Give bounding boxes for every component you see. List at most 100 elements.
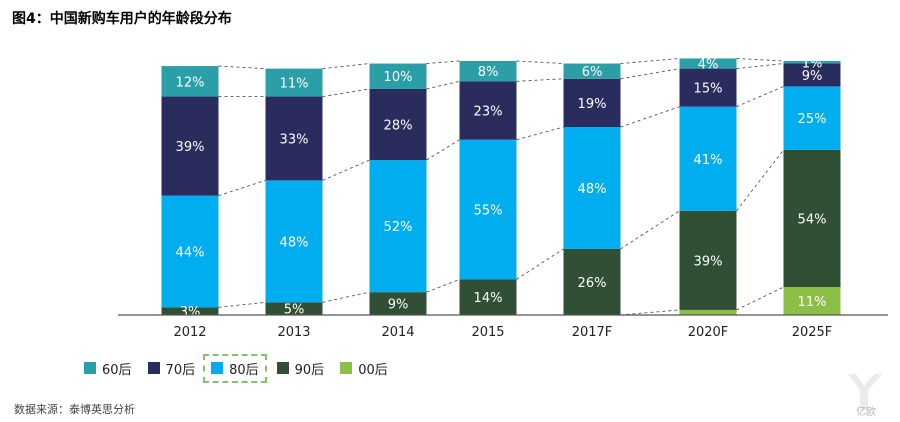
bar-group [161,58,841,315]
connector-line [516,60,564,64]
legend-swatch [84,362,96,374]
data-label: 28% [384,119,413,134]
x-tick-label: 2017F [572,325,613,340]
legend-label: 70后 [165,362,196,378]
legend-swatch [147,362,160,374]
data-label: 55% [474,204,503,219]
legend-item: 60后 [84,359,132,378]
connector-line [516,248,564,280]
bar-80后-2015 [459,139,517,280]
connector-line [620,58,680,64]
bar-70后-2012 [161,96,219,196]
bar-70后-2013 [265,96,323,181]
data-label-group: 3% 44% 39% 12% 5% 48% 33% 11% 9% 52% 28% 10% 14% 55% 2… [176,56,827,320]
legend-item: 80后 [203,353,267,383]
data-label: 54% [798,212,827,227]
connector-line [322,159,370,181]
legend-label: 60后 [102,362,132,378]
data-label: 11% [280,77,309,92]
data-label: 25% [798,112,827,127]
x-tick-label: 2013 [277,325,310,340]
bar-60后-2012 [161,66,219,97]
legend-item: 90后 [276,359,325,378]
connector-line [620,68,680,80]
connector-line [218,179,266,197]
data-label: 19% [578,97,607,112]
bar-60后-2025F [783,61,841,64]
data-label: 11% [798,295,827,310]
data-label: 26% [578,276,607,291]
data-label: 44% [176,246,205,261]
connector-line [218,65,266,70]
bar-80后-2025F [783,86,841,150]
bar-90后-2015 [459,279,517,315]
bar-80后-2014 [369,160,427,293]
connector-line [516,78,564,82]
bar-00后-2025F [783,287,841,315]
x-tick-labels: 2012 2013 2014 2015 2017F 2020F 2025F [173,325,832,340]
data-label: 1% [802,56,823,71]
legend-item: 70后 [147,359,196,378]
connector-line [426,80,460,90]
x-tick-label: 2014 [381,325,414,340]
bar-80后-2017F [563,127,621,249]
bar-90后-2013 [265,302,323,315]
connector-line [516,126,564,141]
legend-label: 80后 [229,362,259,378]
x-tick-label: 2012 [173,325,206,340]
data-label: 48% [578,182,607,197]
stacked-bar-chart: 3% 44% 39% 12% 5% 48% 33% 11% 9% 52% 28% 10% 14% 55% 2… [118,56,888,340]
connector-line [322,88,370,98]
connector-line [620,106,680,128]
bar-90后-2014 [369,292,427,315]
connector-line [426,279,460,293]
legend-item: 00后 [340,359,388,378]
bar-70后-2017F [563,78,621,128]
connector-line [736,58,784,62]
legend-label: 00后 [358,362,388,378]
data-label: 52% [384,220,413,235]
bar-00后-2020F [679,309,737,315]
connector-line [736,286,784,311]
data-label: 39% [176,140,205,155]
data-label: 39% [694,254,723,269]
bar-80后-2020F [679,106,737,211]
connector-line [736,85,784,108]
bar-90后-2020F [679,210,737,310]
legend-swatch [340,362,353,374]
bar-70后-2015 [459,81,517,140]
watermark-logo-icon [848,374,882,410]
bar-90后-2012 [161,307,219,315]
data-label: 14% [474,291,503,306]
x-tick-label: 2020F [688,325,729,340]
bar-60后-2014 [369,63,427,89]
connector-line [620,309,680,316]
bar-70后-2025F [783,63,841,87]
bar-80后-2012 [161,195,219,308]
bar-60后-2015 [459,61,517,82]
connector-line [426,60,460,64]
bar-90后-2017F [563,248,621,315]
data-label: 3% [180,305,201,320]
connector-line [322,63,370,70]
data-label: 41% [694,153,723,168]
bar-60后-2017F [563,63,621,79]
connector-line [218,301,266,308]
connector-line [322,291,370,303]
bar-70后-2020F [679,68,737,107]
data-label: 9% [802,69,823,84]
data-label: 12% [176,75,205,90]
legend-label: 90后 [294,362,325,378]
connector-line [426,139,460,161]
source-note: 数据来源：泰博英思分析 [14,403,135,416]
x-tick-label: 2025F [792,325,833,340]
bar-60后-2013 [265,68,323,97]
data-label: 15% [694,82,723,97]
bar-90后-2025F [783,149,841,288]
data-label: 8% [478,65,499,80]
bar-60后-2020F [679,58,737,69]
connector-lines [218,58,784,316]
data-label: 33% [280,132,309,147]
connector-line [736,149,784,212]
bar-70后-2014 [369,88,427,161]
